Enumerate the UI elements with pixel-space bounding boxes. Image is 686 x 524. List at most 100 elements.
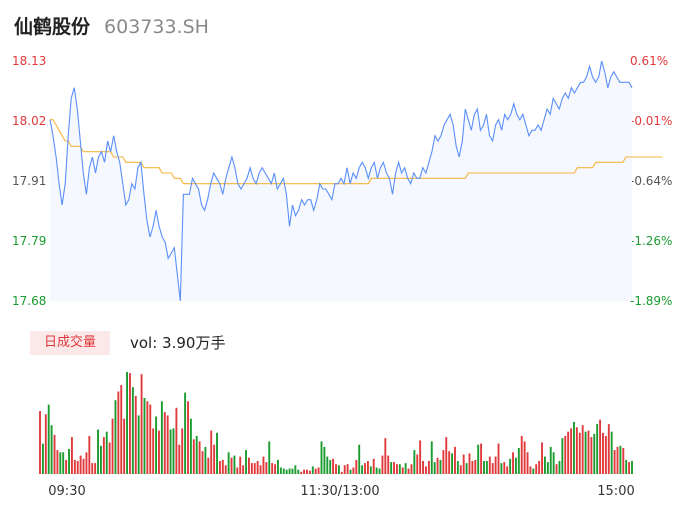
volume-bar <box>62 452 65 474</box>
volume-tab[interactable]: 日成交量 <box>30 331 110 355</box>
volume-bar <box>448 451 451 474</box>
price-area <box>50 61 632 301</box>
volume-bar <box>552 452 555 474</box>
volume-bar <box>335 464 337 474</box>
volume-bar <box>282 468 285 474</box>
volume-bar <box>207 457 210 474</box>
volume-bar <box>509 458 512 474</box>
volume-bar <box>456 461 459 474</box>
volume-bar <box>500 463 503 474</box>
volume-bar <box>120 385 123 474</box>
volume-bar <box>358 444 361 474</box>
volume-bar <box>129 373 131 474</box>
volume-bar <box>94 463 97 474</box>
volume-bar <box>462 454 465 474</box>
volume-bar <box>248 457 250 474</box>
volume-bar <box>59 452 62 474</box>
volume-value: 3.90万手 <box>162 334 226 352</box>
volume-bar <box>245 450 247 474</box>
x-axis-label: 15:00 <box>597 484 634 499</box>
volume-bar <box>393 462 395 474</box>
volume-bar <box>555 464 558 474</box>
volume-prefix: vol: <box>130 334 163 352</box>
volume-bar <box>114 400 117 474</box>
volume-bar <box>419 440 422 474</box>
volume-bar <box>517 448 520 474</box>
volume-bar <box>396 464 398 474</box>
volume-bar <box>265 462 268 474</box>
volume-bar <box>201 451 204 474</box>
volume-bar <box>311 466 314 474</box>
volume-bar <box>529 466 532 474</box>
volume-bar <box>520 436 523 474</box>
volume-bar <box>108 442 111 474</box>
volume-bar <box>53 434 56 474</box>
volume-bar <box>346 464 349 474</box>
volume-bar <box>340 471 343 474</box>
volume-bar <box>227 452 230 474</box>
volume-bar <box>398 464 401 474</box>
volume-bar <box>236 467 239 474</box>
volume-bar <box>242 465 245 474</box>
volume-bar <box>628 462 631 474</box>
volume-bar <box>189 418 192 474</box>
volume-bar <box>233 455 236 474</box>
volume-bar <box>82 458 85 474</box>
volume-bar <box>70 437 73 474</box>
volume-bar <box>366 461 369 474</box>
volume-bar <box>277 459 279 474</box>
volume-bar <box>477 444 480 474</box>
volume-bar <box>604 436 607 474</box>
volume-bar <box>39 411 41 474</box>
volume-bar <box>442 450 445 474</box>
volume-bar <box>105 431 108 474</box>
volume-bar <box>288 468 291 474</box>
volume-bar <box>224 465 227 474</box>
volume-bar <box>390 462 393 474</box>
volume-bar <box>584 431 587 474</box>
volume-bar <box>41 443 44 474</box>
volume-bar <box>401 467 404 474</box>
volume-bar <box>181 428 184 474</box>
volume-bar <box>523 441 526 474</box>
volume-bar <box>506 466 509 474</box>
chart-header: 仙鹤股份 603733.SH <box>14 12 209 40</box>
stock-code: 603733.SH <box>104 16 209 38</box>
volume-bar <box>306 469 308 474</box>
volume-bar <box>349 469 352 474</box>
volume-bar <box>439 459 442 474</box>
volume-bar <box>102 437 105 474</box>
volume-bar <box>631 461 633 474</box>
volume-bar <box>320 441 323 474</box>
volume-bar <box>100 445 102 474</box>
volume-bar <box>204 446 207 474</box>
volume-bar <box>326 456 329 474</box>
volume-bar <box>297 469 300 474</box>
volume-bar <box>285 469 288 474</box>
y-axis-left-label: 18.13 <box>12 54 46 68</box>
volume-bar <box>483 461 485 474</box>
volume-bar <box>250 463 253 474</box>
volume-bar <box>494 456 497 474</box>
volume-bar <box>268 441 271 474</box>
volume-bar <box>404 463 407 474</box>
stock-name: 仙鹤股份 <box>14 16 91 38</box>
y-axis-left-label: 18.02 <box>12 114 46 128</box>
volume-bar <box>294 465 297 474</box>
volume-bar <box>329 459 332 474</box>
volume-bar <box>160 401 163 474</box>
volume-bar <box>274 464 277 474</box>
volume-bar <box>570 428 573 474</box>
volume-bar <box>581 425 584 474</box>
volume-bar <box>454 446 456 474</box>
volume-bar <box>343 465 346 474</box>
volume-bar <box>259 465 262 474</box>
volume-bar <box>427 461 430 474</box>
y-axis-right-label: -0.64% <box>630 174 672 188</box>
volume-bar <box>451 453 454 474</box>
volume-bar <box>599 419 602 474</box>
volume-bar <box>587 430 590 474</box>
volume-bar <box>213 444 216 474</box>
volume-bar <box>410 464 413 474</box>
volume-bar <box>425 466 427 474</box>
